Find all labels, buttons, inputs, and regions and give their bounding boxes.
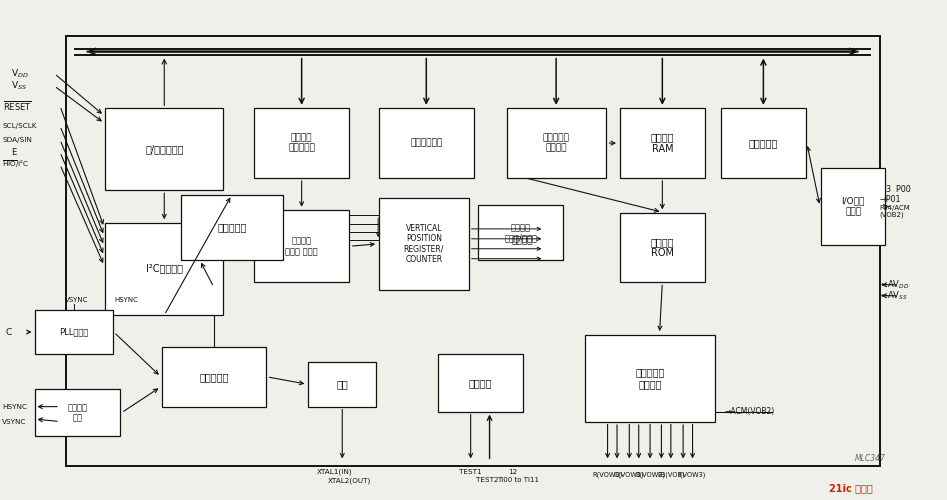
Text: 垂直位置
寄存器/计数器: 垂直位置 寄存器/计数器 (504, 223, 537, 242)
Bar (721, 108, 806, 178)
Text: FB(VOB): FB(VOB) (657, 471, 685, 478)
Bar (105, 108, 223, 190)
Text: HSYNC: HSYNC (2, 404, 27, 409)
Bar (379, 108, 474, 178)
Text: 12: 12 (509, 469, 518, 475)
Text: 控制寄存器: 控制寄存器 (749, 138, 778, 148)
Text: ←AV$_{SS}$: ←AV$_{SS}$ (880, 290, 907, 302)
Text: XTAL2(OUT): XTAL2(OUT) (329, 477, 371, 484)
Text: $\overline{\mathrm{RESET}}$: $\overline{\mathrm{RESET}}$ (3, 99, 32, 113)
Text: R(VOW0): R(VOW0) (593, 471, 623, 478)
Text: 水平位置
寄存器 计数器: 水平位置 寄存器 计数器 (285, 236, 318, 256)
Text: 晶振: 晶振 (336, 379, 348, 389)
Text: VSYNC: VSYNC (2, 418, 27, 424)
Text: VERTICAL
POSITION
REGISTER/
COUNTER: VERTICAL POSITION REGISTER/ COUNTER (403, 224, 444, 264)
Text: 同步分离
电路: 同步分离 电路 (68, 403, 88, 422)
Bar (478, 205, 563, 260)
Bar (181, 196, 283, 260)
Text: $\overline{\mathrm{HIO}}$/I²C: $\overline{\mathrm{HIO}}$/I²C (2, 158, 29, 170)
Text: VSYNC: VSYNC (65, 297, 89, 303)
Text: E: E (10, 148, 16, 156)
Bar (255, 210, 348, 282)
Bar (35, 389, 120, 436)
Bar (438, 354, 523, 412)
Text: TEST2: TEST2 (476, 477, 499, 483)
Bar (65, 36, 880, 467)
Text: V$_{SS}$: V$_{SS}$ (10, 80, 27, 92)
Bar (162, 347, 266, 406)
Text: MLC347: MLC347 (854, 454, 885, 464)
Text: 控制信号: 控制信号 (511, 237, 533, 246)
Text: SDA/SIN: SDA/SIN (2, 136, 32, 142)
Text: 显示字符
RAM: 显示字符 RAM (651, 132, 674, 154)
Text: →ACM(VOB2): →ACM(VOB2) (724, 407, 775, 416)
Text: 21ic 电子网: 21ic 电子网 (830, 483, 873, 493)
Bar (255, 108, 348, 178)
Text: 3  P00: 3 P00 (886, 184, 911, 194)
Text: C: C (5, 328, 11, 336)
Text: ←AV$_{DD}$: ←AV$_{DD}$ (880, 278, 909, 291)
Text: 地址缓冲器
选择电路: 地址缓冲器 选择电路 (543, 134, 569, 153)
Text: I(VOW3): I(VOW3) (679, 471, 706, 478)
Bar (620, 212, 705, 282)
Text: 内/外数据切换: 内/外数据切换 (145, 144, 184, 154)
Bar (821, 168, 885, 245)
Text: 指令译码器: 指令译码器 (217, 222, 246, 232)
Text: TEST1: TEST1 (459, 469, 482, 475)
Bar (35, 310, 113, 354)
Text: V$_{DD}$: V$_{DD}$ (10, 67, 28, 80)
Text: →P01: →P01 (880, 194, 901, 203)
Text: 字符尺寸
寄存器控制: 字符尺寸 寄存器控制 (288, 134, 315, 153)
Bar (585, 334, 715, 422)
Text: SCL/SCLK: SCL/SCLK (2, 122, 37, 128)
Text: 显示控制和
输出电路: 显示控制和 输出电路 (635, 367, 665, 389)
Text: 测试电路: 测试电路 (469, 378, 491, 388)
Bar (379, 198, 469, 290)
Text: P04/ACM
(VOB2): P04/ACM (VOB2) (880, 204, 910, 218)
Text: HSYNC: HSYNC (114, 297, 138, 303)
Text: PLL振荡器: PLL振荡器 (60, 328, 89, 336)
Text: XTAL1(IN): XTAL1(IN) (317, 469, 352, 475)
Text: 字符显示
ROM: 字符显示 ROM (651, 236, 674, 258)
Text: I/O接口
缓冲器: I/O接口 缓冲器 (841, 197, 865, 216)
Bar (105, 222, 223, 314)
Text: 写地址计数器: 写地址计数器 (410, 138, 442, 147)
Bar (507, 108, 606, 178)
Bar (620, 108, 705, 178)
Bar (309, 362, 376, 406)
Text: G(VOW1): G(VOW1) (614, 471, 645, 478)
Text: I²C总线接口: I²C总线接口 (146, 264, 183, 274)
Text: 内同步电路: 内同步电路 (199, 372, 228, 382)
Text: TI00 to TI11: TI00 to TI11 (497, 477, 539, 483)
Text: B(VOW2): B(VOW2) (635, 471, 665, 478)
